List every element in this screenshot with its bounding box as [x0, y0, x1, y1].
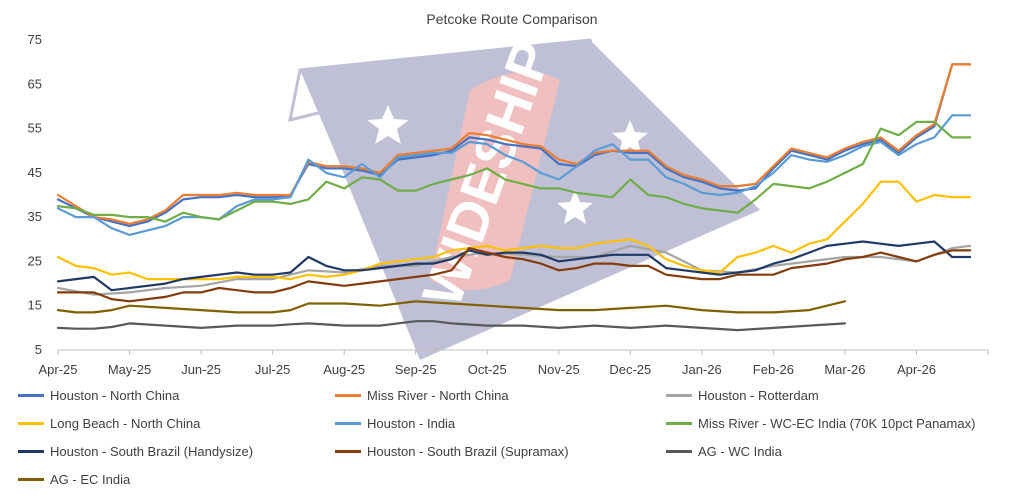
- x-tick-label: Dec-25: [609, 362, 651, 377]
- series-line-8: [56, 247, 972, 303]
- series-line-3: [56, 244, 972, 296]
- legend-swatch: [18, 449, 44, 453]
- y-tick-label: 5: [35, 342, 42, 357]
- legend-swatch: [18, 393, 44, 397]
- y-tick-label: 25: [28, 253, 42, 268]
- legend-swatch: [335, 393, 361, 397]
- legend-item: Houston - South Brazil (Supramax): [335, 441, 569, 461]
- legend-label: AG - EC India: [50, 471, 131, 487]
- x-tick-label: Jul-25: [255, 362, 290, 377]
- series-line-2: [56, 63, 972, 225]
- y-tick-label: 35: [28, 209, 42, 224]
- legend-swatch: [335, 421, 361, 425]
- legend-label: Houston - South Brazil (Handysize): [50, 443, 254, 459]
- y-tick-label: 55: [28, 121, 42, 136]
- series-line-1: [56, 63, 972, 228]
- legend-item: Miss River - North China: [335, 385, 509, 405]
- x-tick-label: Apr-25: [38, 362, 77, 377]
- legend-swatch: [666, 421, 692, 425]
- series-line-6: [56, 120, 972, 223]
- series-line-10: [56, 300, 847, 314]
- legend-item: Houston - India: [335, 413, 455, 433]
- legend-swatch: [666, 449, 692, 453]
- watermark-logo: WIDESHIP: [288, 32, 760, 360]
- legend-label: AG - WC India: [698, 443, 782, 459]
- x-tick-label: Aug-25: [323, 362, 365, 377]
- legend-label: Houston - North China: [50, 387, 180, 403]
- legend-item: Long Beach - North China: [18, 413, 200, 433]
- y-tick-label: 45: [28, 165, 42, 180]
- x-tick-label: Apr-26: [897, 362, 936, 377]
- legend-label: Miss River - WC-EC India (70K 10pct Pana…: [698, 415, 976, 431]
- legend-item: Houston - North China: [18, 385, 179, 405]
- series-line-4: [56, 180, 972, 281]
- legend-label: Miss River - North China: [367, 387, 509, 403]
- legend-label: Houston - South Brazil (Supramax): [367, 443, 569, 459]
- x-tick-label: Jun-25: [181, 362, 221, 377]
- legend-swatch: [666, 393, 692, 397]
- legend-item: AG - EC India: [18, 469, 130, 489]
- legend-label: Houston - India: [367, 415, 456, 431]
- legend-item: Houston - Rotterdam: [666, 385, 819, 405]
- series-lines: [56, 63, 972, 332]
- x-tick-label: Sep-25: [395, 362, 437, 377]
- y-tick-label: 15: [28, 298, 42, 313]
- x-tick-label: Nov-25: [538, 362, 580, 377]
- x-axis: Apr-25 May-25 Jun-25 Jul-25 Aug-25 Sep-25 Oct-…: [38, 349, 989, 377]
- chart: WIDESHIP Petcoke Route Comparison 5 15 25 3…: [28, 11, 989, 377]
- series-line-9: [56, 320, 847, 332]
- x-tick-label: Oct-25: [468, 362, 507, 377]
- legend-label: Houston - Rotterdam: [698, 387, 819, 403]
- chart-title: Petcoke Route Comparison: [426, 11, 597, 27]
- legend-item: Houston - South Brazil (Handysize): [18, 441, 253, 461]
- x-tick-label: Feb-26: [753, 362, 794, 377]
- x-tick-label: Jan-26: [682, 362, 722, 377]
- legend-swatch: [335, 449, 361, 453]
- x-tick-label: Mar-26: [824, 362, 865, 377]
- legend-item: AG - WC India: [666, 441, 782, 461]
- legend-swatch: [18, 421, 44, 425]
- x-tick-label: May-25: [108, 362, 151, 377]
- series-line-7: [56, 240, 972, 292]
- legend-swatch: [18, 477, 44, 481]
- legend-label: Long Beach - North China: [50, 415, 201, 431]
- y-tick-label: 65: [28, 76, 42, 91]
- y-tick-label: 75: [28, 32, 42, 47]
- y-axis: 5 15 25 35 45 55 65 75: [28, 32, 42, 357]
- legend-item: Miss River - WC-EC India (70K 10pct Pana…: [666, 413, 975, 433]
